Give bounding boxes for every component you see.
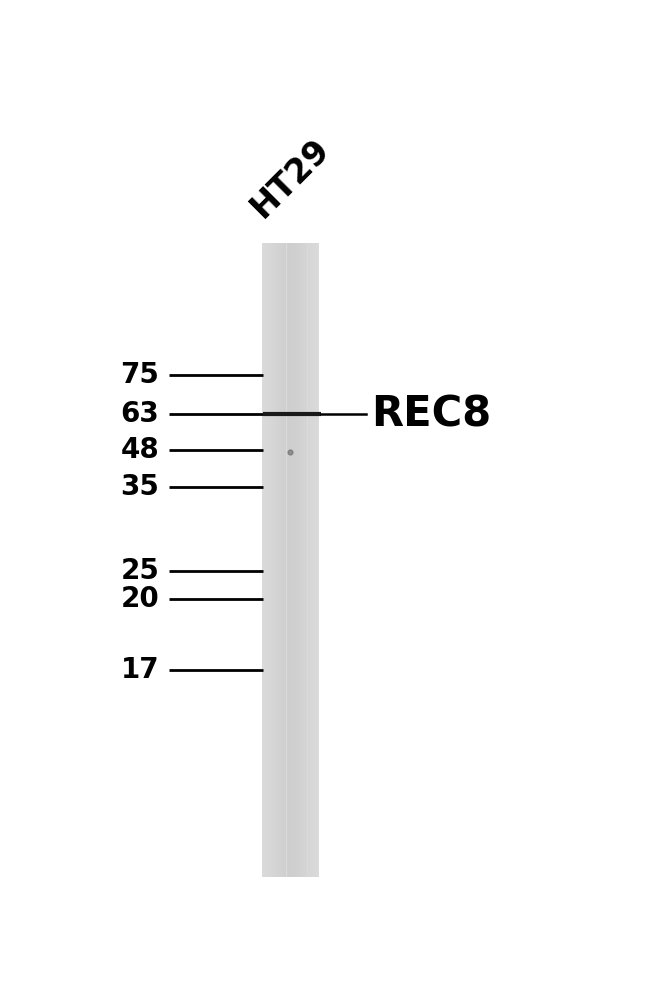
Bar [304,243,306,876]
Bar [265,243,267,876]
Bar [263,243,318,876]
Text: 20: 20 [121,585,159,614]
Bar [277,243,279,876]
Bar [264,243,265,876]
Text: 25: 25 [120,557,159,585]
Bar [287,243,289,876]
Bar [281,243,283,876]
Bar [292,243,294,876]
Bar [315,243,317,876]
Bar [307,243,309,876]
Bar [285,243,287,876]
Text: 35: 35 [120,473,159,501]
Bar [313,243,315,876]
Bar [302,243,304,876]
Text: 75: 75 [120,361,159,389]
Text: 48: 48 [121,436,159,464]
Bar [291,243,292,876]
Text: 17: 17 [121,656,159,684]
Bar [294,243,296,876]
Bar [267,243,269,876]
Bar [317,243,319,876]
Bar [273,243,275,876]
Bar [271,243,273,876]
Text: 63: 63 [121,400,159,428]
Bar [275,243,277,876]
Bar [298,243,300,876]
Text: HT29: HT29 [244,132,336,224]
Text: REC8: REC8 [371,393,491,435]
Bar [269,243,271,876]
Bar [262,243,263,876]
Bar [300,243,302,876]
Bar [289,243,291,876]
Bar [311,243,313,876]
Bar [279,243,281,876]
Bar [309,243,311,876]
Bar [283,243,285,876]
Bar [306,243,307,876]
Bar [296,243,298,876]
